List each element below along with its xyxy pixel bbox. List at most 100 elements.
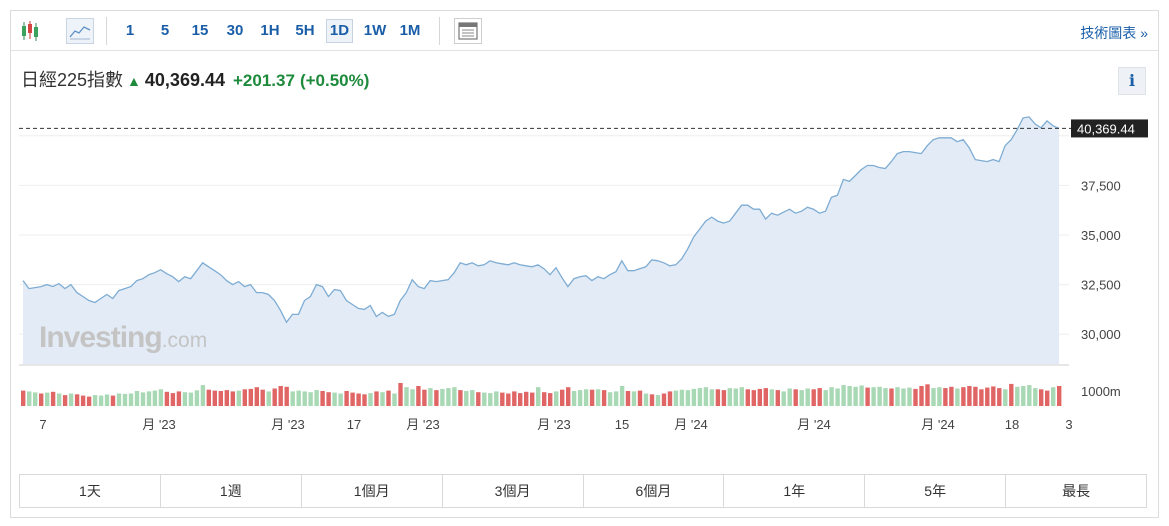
x-tick-label: 月 '24	[674, 417, 708, 432]
volume-bar	[518, 393, 523, 406]
volume-bar	[703, 387, 709, 406]
volume-bar	[709, 389, 715, 406]
range-1d[interactable]: 1天	[20, 475, 161, 507]
volume-bar	[212, 390, 217, 406]
range-max[interactable]: 最長	[1062, 483, 1091, 499]
volume-bar	[1021, 386, 1026, 406]
volume-bar	[440, 388, 445, 406]
volume-bar	[170, 393, 176, 406]
volume-bar	[697, 388, 703, 406]
timeframe-1h[interactable]: 1H	[260, 22, 280, 39]
volume-bar	[320, 391, 325, 406]
volume-bar	[98, 395, 104, 406]
instrument-name: 日經225指數	[21, 70, 124, 90]
volume-bar	[805, 388, 810, 406]
volume-bar	[452, 387, 457, 406]
volume-bar	[512, 391, 517, 406]
volume-bar	[637, 390, 643, 406]
volume-bar	[781, 391, 786, 406]
range-5y[interactable]: 5年	[865, 475, 1007, 507]
volume-bar	[482, 392, 487, 406]
volume-bar	[158, 389, 164, 406]
volume-bar	[86, 396, 92, 406]
range-1m[interactable]: 1個月	[302, 475, 443, 507]
volume-bar	[188, 392, 194, 406]
volume-bar	[140, 392, 146, 406]
volume-bar	[50, 391, 56, 406]
volume-bar	[116, 393, 122, 406]
volume-bar	[955, 388, 960, 406]
volume-bar	[775, 390, 780, 406]
volume-bar	[302, 391, 307, 406]
volume-bar	[416, 386, 421, 406]
y-tick-label: 32,500	[1081, 278, 1121, 293]
volume-bar	[625, 391, 631, 406]
volume-bar	[110, 395, 116, 406]
volume-bar	[943, 388, 948, 406]
volume-bar	[847, 386, 852, 406]
volume-bar	[434, 390, 439, 406]
volume-bar	[446, 388, 451, 406]
volume-axis-label: 1000m	[1081, 384, 1121, 399]
volume-bar	[793, 389, 798, 406]
volume-bar	[410, 389, 415, 406]
volume-bar	[643, 393, 649, 406]
volume-bar	[206, 389, 211, 406]
volume-bar	[667, 391, 673, 406]
volume-bar	[961, 387, 966, 406]
table-icon[interactable]	[454, 18, 482, 44]
timeframe-1d[interactable]: 1D	[326, 19, 353, 43]
timeframe-1min[interactable]: 1	[125, 22, 135, 39]
technical-chart-link[interactable]: 技術圖表 »	[1080, 25, 1148, 41]
volume-bar	[655, 395, 661, 406]
volume-bar	[919, 386, 924, 406]
x-tick-label: 15	[615, 417, 629, 432]
volume-bar	[1033, 388, 1038, 406]
volume-bar	[134, 391, 140, 406]
x-tick-label: 3	[1065, 417, 1072, 432]
volume-bar	[931, 388, 936, 406]
range-1w[interactable]: 1週	[161, 475, 302, 507]
area-chart-icon[interactable]	[66, 18, 94, 44]
info-button[interactable]: i	[1118, 67, 1146, 95]
volume-bar	[21, 390, 26, 406]
volume-bar	[901, 388, 906, 406]
range-3m[interactable]: 3個月	[443, 475, 584, 507]
volume-bar	[254, 387, 259, 406]
range-6m[interactable]: 6個月	[584, 475, 725, 507]
volume-bar	[979, 389, 984, 406]
volume-bar	[392, 393, 397, 406]
x-tick-label: 18	[1005, 417, 1019, 432]
volume-bar	[1051, 387, 1056, 406]
last-price: 40,369.44	[144, 70, 225, 90]
timeframe-15min[interactable]: 15	[191, 22, 209, 39]
x-tick-label: 月 '23	[537, 417, 571, 432]
volume-bar	[787, 388, 792, 406]
timeframe-5min[interactable]: 5	[160, 22, 170, 39]
volume-bar	[733, 388, 738, 406]
price-chart[interactable]: 40,369.44 30,000 32,500 35,000 37,500 1000m 7 月…	[11, 11, 1158, 471]
volume-bar	[1003, 389, 1008, 406]
volume-bar	[631, 391, 637, 406]
volume-bar	[56, 393, 62, 406]
volume-bar	[715, 389, 721, 406]
range-1y[interactable]: 1年	[724, 475, 866, 507]
volume-bar	[751, 390, 756, 406]
timeframe-1w[interactable]: 1W	[363, 22, 387, 39]
volume-bar	[991, 386, 996, 406]
volume-bar	[769, 389, 774, 406]
timeframe-1m[interactable]: 1M	[399, 22, 421, 39]
volume-bar	[494, 391, 499, 406]
volume-bar	[68, 393, 74, 406]
volume-bar	[841, 385, 846, 406]
candlestick-icon[interactable]	[19, 18, 47, 44]
timeframe-5h[interactable]: 5H	[295, 22, 315, 39]
volume-bar	[164, 391, 170, 406]
x-tick-label: 月 '24	[921, 417, 955, 432]
volume-bar	[685, 390, 691, 406]
volume-bar	[152, 390, 158, 406]
volume-bar	[350, 392, 355, 406]
timeframe-30min[interactable]: 30	[226, 22, 244, 39]
volume-bar	[997, 388, 1002, 406]
volume-bar	[314, 390, 319, 406]
